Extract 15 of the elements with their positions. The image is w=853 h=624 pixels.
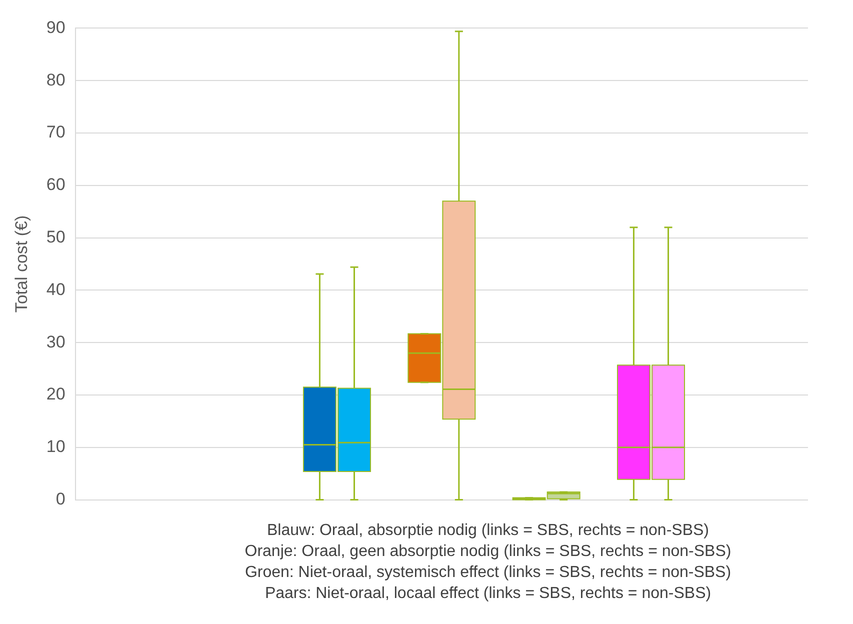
y-axis-title: Total cost (€): [12, 215, 31, 313]
y-tick-label: 40: [46, 280, 66, 299]
text: Blauw: Oraal, absorptie nodig (links = SBS, rechts = non-SBS): [266, 521, 710, 541]
text: Paars: Niet-oraal, locaal effect (links = SBS, rechts = non-SBS): [264, 584, 712, 604]
y-tick-label: 0: [56, 489, 66, 508]
y-tick-label: 20: [46, 384, 66, 404]
y-tick-label: 70: [46, 122, 66, 142]
y-tick-label: 30: [46, 332, 66, 352]
y-tick-label: 10: [46, 437, 66, 456]
text: Oranje: Oraal, geen absorptie nodig (links = SBS, rechts = non-SBS): [244, 542, 732, 562]
text: Groen: Niet-oraal, systemisch effect (links = SBS, rechts = non-SBS): [244, 563, 732, 583]
y-tick-label: 80: [46, 70, 66, 90]
y-tick-label: 90: [46, 18, 66, 37]
y-tick-label: 60: [46, 175, 66, 194]
y-tick-label: 50: [46, 227, 66, 246]
